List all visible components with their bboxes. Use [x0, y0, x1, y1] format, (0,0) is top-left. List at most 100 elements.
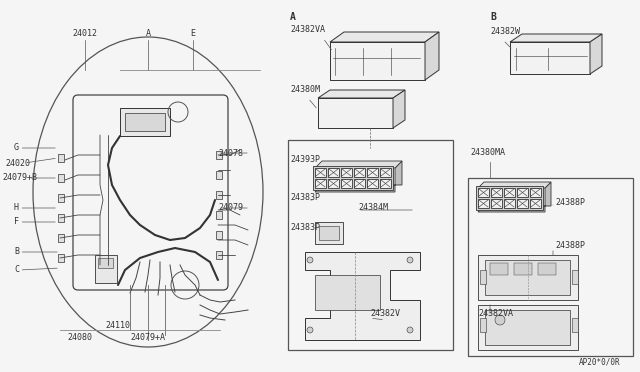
Bar — [517, 199, 528, 208]
Text: 24382VA: 24382VA — [290, 25, 325, 34]
Polygon shape — [315, 161, 402, 192]
Circle shape — [307, 257, 313, 263]
Bar — [288, 140, 453, 350]
Text: 24382VA: 24382VA — [478, 309, 513, 318]
Bar — [58, 194, 64, 202]
Text: 24079+B: 24079+B — [2, 173, 37, 183]
Bar — [490, 263, 508, 275]
Bar — [216, 211, 222, 219]
Polygon shape — [305, 252, 420, 340]
Text: 24012: 24012 — [72, 29, 97, 38]
Text: 24388P: 24388P — [555, 241, 585, 250]
Bar — [216, 191, 222, 199]
Text: A: A — [145, 29, 150, 38]
Polygon shape — [315, 161, 402, 168]
Bar — [341, 179, 352, 188]
Bar — [58, 174, 64, 182]
Bar — [480, 318, 486, 332]
Text: F: F — [14, 218, 19, 227]
Bar — [315, 179, 326, 188]
Bar — [216, 171, 222, 179]
Text: AP20*0/0R: AP20*0/0R — [579, 357, 621, 366]
Bar — [328, 168, 339, 177]
Bar — [354, 179, 365, 188]
Text: 24079: 24079 — [218, 203, 243, 212]
Text: C: C — [14, 266, 19, 275]
Bar — [216, 231, 222, 239]
Text: B: B — [14, 247, 19, 257]
Bar — [315, 222, 343, 244]
Bar — [216, 251, 222, 259]
Bar — [58, 214, 64, 222]
Bar — [120, 108, 170, 136]
Circle shape — [407, 327, 413, 333]
Text: 24383P: 24383P — [290, 193, 320, 202]
Text: H: H — [14, 203, 19, 212]
Bar — [530, 188, 541, 197]
Circle shape — [495, 315, 505, 325]
Text: 24078: 24078 — [218, 148, 243, 157]
Polygon shape — [330, 32, 439, 42]
Text: 24380MA: 24380MA — [470, 148, 505, 157]
Bar — [330, 42, 425, 80]
Bar — [538, 263, 556, 275]
Text: 24384M: 24384M — [358, 203, 388, 212]
Polygon shape — [393, 90, 405, 128]
Text: G: G — [14, 144, 19, 153]
Text: 24393P: 24393P — [290, 155, 320, 164]
Text: A: A — [290, 12, 296, 22]
Bar — [510, 42, 590, 74]
Bar — [58, 154, 64, 162]
Bar — [354, 168, 365, 177]
Text: 24382W: 24382W — [490, 27, 520, 36]
Polygon shape — [590, 34, 602, 74]
Bar — [504, 199, 515, 208]
Bar — [125, 113, 165, 131]
Bar — [504, 188, 515, 197]
Bar — [491, 199, 502, 208]
Polygon shape — [478, 182, 551, 212]
Text: 24020: 24020 — [5, 158, 30, 167]
Bar — [341, 168, 352, 177]
Bar — [572, 318, 578, 332]
Bar — [318, 98, 393, 128]
Bar — [380, 168, 391, 177]
Bar — [58, 254, 64, 262]
Bar — [367, 179, 378, 188]
Bar — [517, 188, 528, 197]
Bar — [98, 258, 113, 268]
Text: 24110: 24110 — [106, 321, 131, 330]
Bar — [530, 199, 541, 208]
Text: 24380M: 24380M — [290, 85, 320, 94]
Bar — [315, 275, 380, 310]
Bar — [480, 270, 486, 284]
Bar — [216, 151, 222, 159]
Bar — [95, 255, 117, 283]
Bar — [478, 255, 578, 300]
Bar — [468, 178, 633, 356]
Bar — [315, 168, 326, 177]
Bar — [478, 188, 489, 197]
Bar — [380, 179, 391, 188]
Bar — [319, 226, 339, 240]
Circle shape — [307, 327, 313, 333]
Text: 24383P: 24383P — [290, 223, 320, 232]
Bar — [313, 166, 393, 190]
Text: 24382V: 24382V — [370, 309, 400, 318]
Bar — [485, 310, 570, 345]
Polygon shape — [425, 32, 439, 80]
Circle shape — [407, 257, 413, 263]
Bar — [367, 168, 378, 177]
Polygon shape — [318, 90, 405, 98]
Bar — [485, 260, 570, 295]
Bar — [476, 186, 543, 210]
Text: 24388P: 24388P — [555, 198, 585, 207]
Text: 24080: 24080 — [67, 333, 93, 342]
Bar — [478, 199, 489, 208]
Text: B: B — [490, 12, 496, 22]
Text: 24079+A: 24079+A — [131, 333, 166, 342]
Text: E: E — [191, 29, 195, 38]
Bar — [328, 179, 339, 188]
Polygon shape — [510, 34, 602, 42]
Bar — [478, 305, 578, 350]
